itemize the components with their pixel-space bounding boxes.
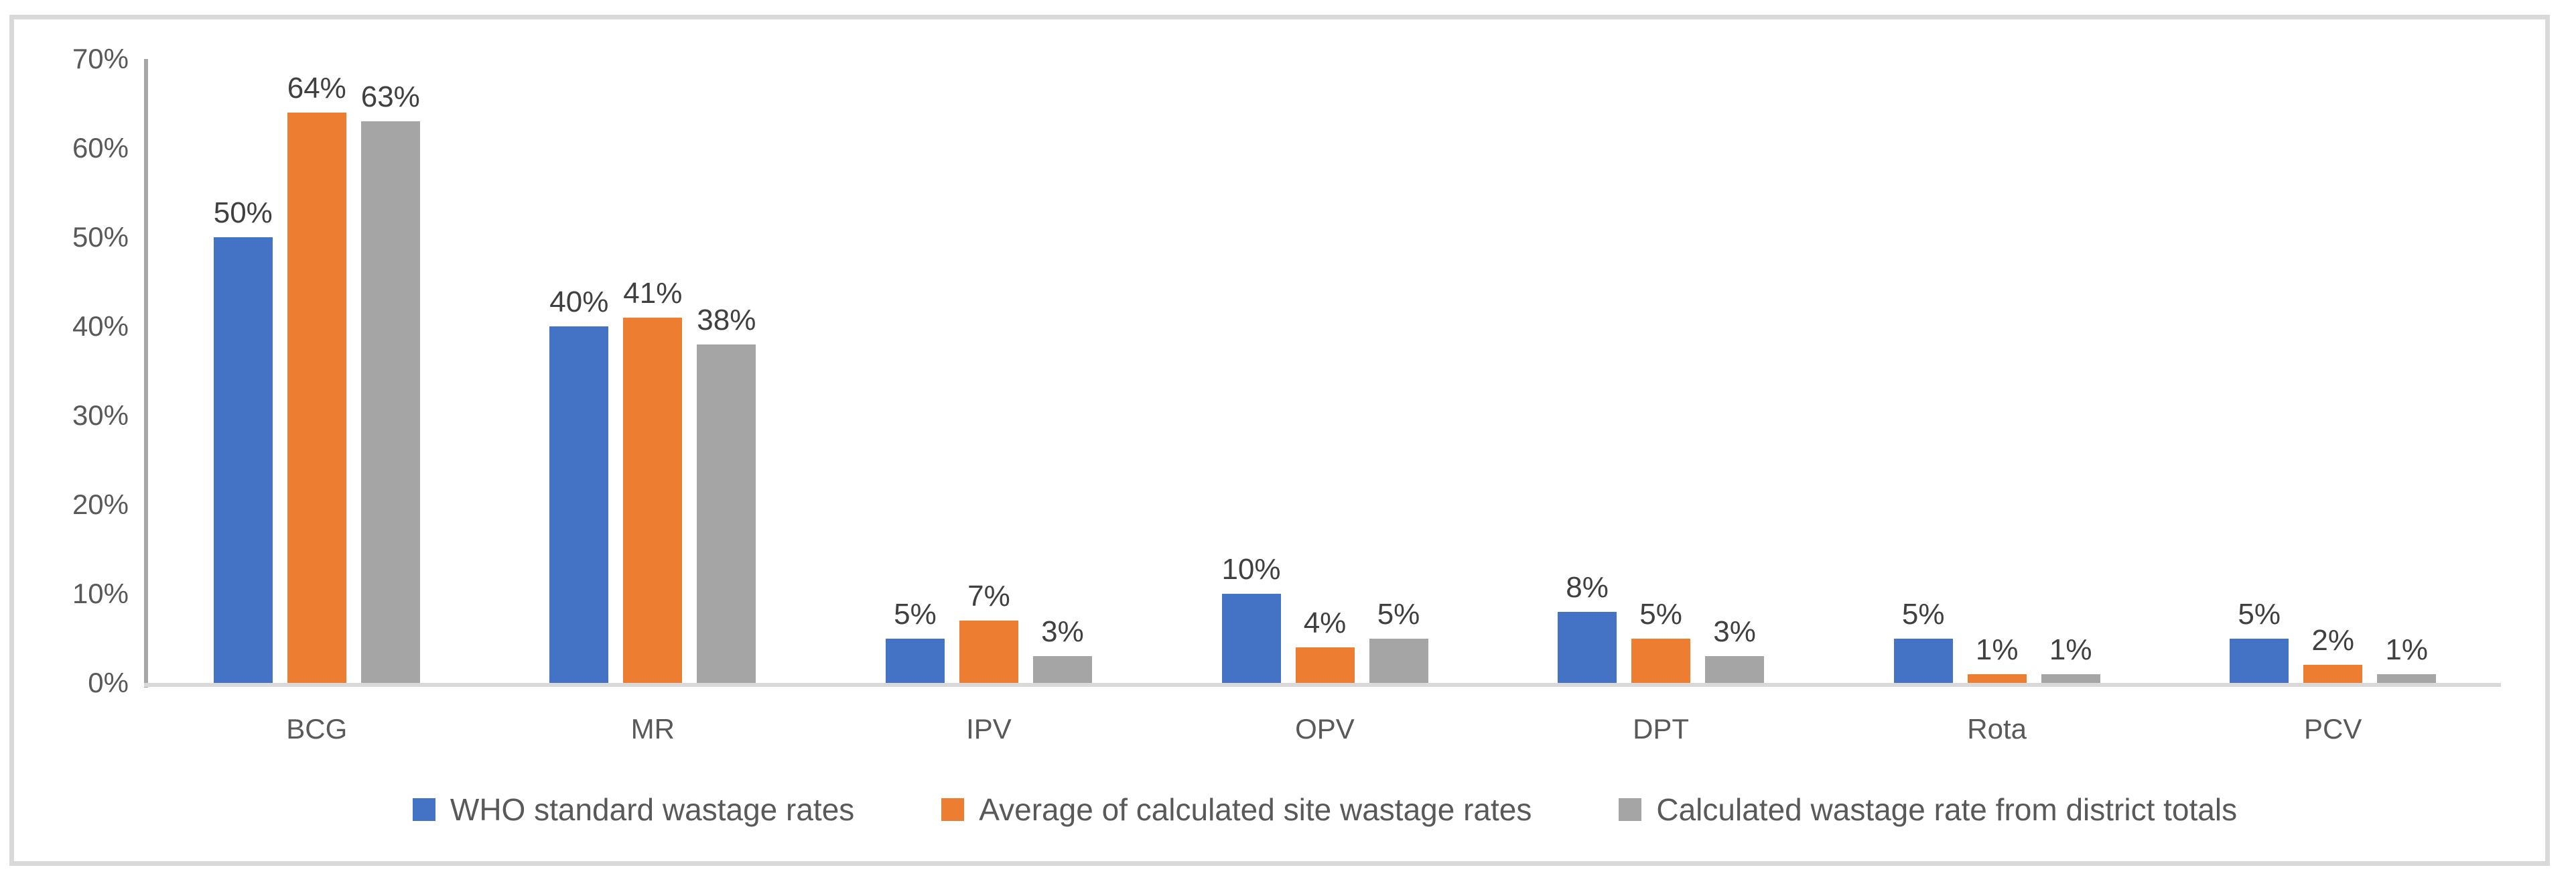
bar-mr-series1[interactable]: [549, 326, 609, 683]
bar-data-label: 10%: [1221, 553, 1281, 586]
category-label-rota: Rota: [1967, 713, 2027, 745]
bar-data-label: 5%: [2238, 597, 2281, 631]
y-axis-tick-label: 20%: [72, 489, 129, 520]
bar-dpt-series1[interactable]: [1558, 611, 1617, 683]
category-label-bcg: BCG: [286, 713, 348, 745]
bar-data-label: 64%: [287, 71, 346, 105]
bar-data-label: 4%: [1303, 606, 1347, 639]
bar-data-label: 41%: [623, 276, 683, 310]
bar-bcg-series3[interactable]: [360, 121, 420, 683]
category-label-opv: OPV: [1295, 713, 1355, 745]
legend-marker: [941, 798, 965, 821]
y-axis-tick-label: 50%: [72, 221, 129, 253]
legend-item-label: Average of calculated site wastage rates: [979, 792, 1532, 827]
legend-item-series2[interactable]: Average of calculated site wastage rates: [941, 791, 1532, 828]
category-label-pcv: PCV: [2304, 713, 2362, 745]
y-axis-tick-label: 60%: [72, 132, 129, 164]
bar-data-label: 5%: [1377, 597, 1420, 631]
bar-ipv-series3[interactable]: [1032, 656, 1092, 683]
bar-data-label: 7%: [967, 579, 1010, 613]
bar-ipv-series1[interactable]: [885, 638, 945, 683]
bar-pcv-series1[interactable]: [2230, 638, 2289, 683]
category-label-mr: MR: [630, 713, 675, 745]
category-label-ipv: IPV: [966, 713, 1012, 745]
bar-data-label: 38%: [697, 303, 756, 336]
bar-mr-series2[interactable]: [623, 317, 683, 683]
bar-mr-series3[interactable]: [697, 344, 756, 683]
y-axis-tick-label: 30%: [72, 399, 129, 431]
legend-item-label: WHO standard wastage rates: [450, 792, 855, 827]
y-axis-tick-label: 70%: [72, 43, 129, 74]
bar-ipv-series2[interactable]: [959, 620, 1018, 683]
bar-data-label: 5%: [1901, 597, 1945, 631]
legend-item-series3[interactable]: Calculated wastage rate from district to…: [1619, 791, 2237, 828]
y-axis-tick-label: 10%: [72, 578, 129, 609]
bar-data-label: 1%: [2385, 633, 2428, 666]
y-axis-tick-label: 40%: [72, 310, 129, 342]
bar-data-label: 50%: [213, 196, 273, 229]
bar-data-label: 40%: [549, 285, 609, 318]
bar-opv-series3[interactable]: [1369, 638, 1428, 683]
bar-data-label: 3%: [1713, 615, 1756, 649]
bar-opv-series2[interactable]: [1295, 647, 1355, 683]
bar-pcv-series2[interactable]: [2303, 665, 2363, 683]
bar-dpt-series3[interactable]: [1705, 656, 1765, 683]
bar-data-label: 8%: [1566, 570, 1609, 604]
legend-marker: [412, 798, 435, 821]
x-axis-baseline: [144, 683, 2501, 687]
bar-data-label: 1%: [2049, 633, 2092, 666]
bar-pcv-series3[interactable]: [2377, 674, 2437, 683]
bar-rota-series3[interactable]: [2041, 674, 2100, 683]
legend-marker: [1619, 798, 1642, 821]
y-axis-line: [144, 59, 148, 688]
y-axis-tick-label: 0%: [88, 667, 129, 698]
bar-data-label: 3%: [1041, 615, 1084, 649]
bar-data-label: 5%: [894, 597, 937, 631]
legend-item-series1[interactable]: WHO standard wastage rates: [412, 791, 855, 828]
legend-item-label: Calculated wastage rate from district to…: [1656, 792, 2238, 827]
bar-data-label: 63%: [360, 80, 420, 114]
chart-frame: [9, 15, 2550, 866]
bar-data-label: 2%: [2311, 624, 2354, 657]
bar-dpt-series2[interactable]: [1631, 638, 1691, 683]
chart-legend: WHO standard wastage rates Average of cal…: [149, 789, 2501, 830]
bar-rota-series1[interactable]: [1893, 638, 1953, 683]
bar-data-label: 1%: [1975, 633, 2019, 666]
category-label-dpt: DPT: [1633, 713, 1690, 745]
bar-bcg-series1[interactable]: [213, 237, 273, 683]
bar-opv-series1[interactable]: [1221, 594, 1281, 683]
bar-rota-series2[interactable]: [1967, 674, 2027, 683]
bar-data-label: 5%: [1639, 597, 1682, 631]
bar-bcg-series2[interactable]: [287, 112, 346, 683]
